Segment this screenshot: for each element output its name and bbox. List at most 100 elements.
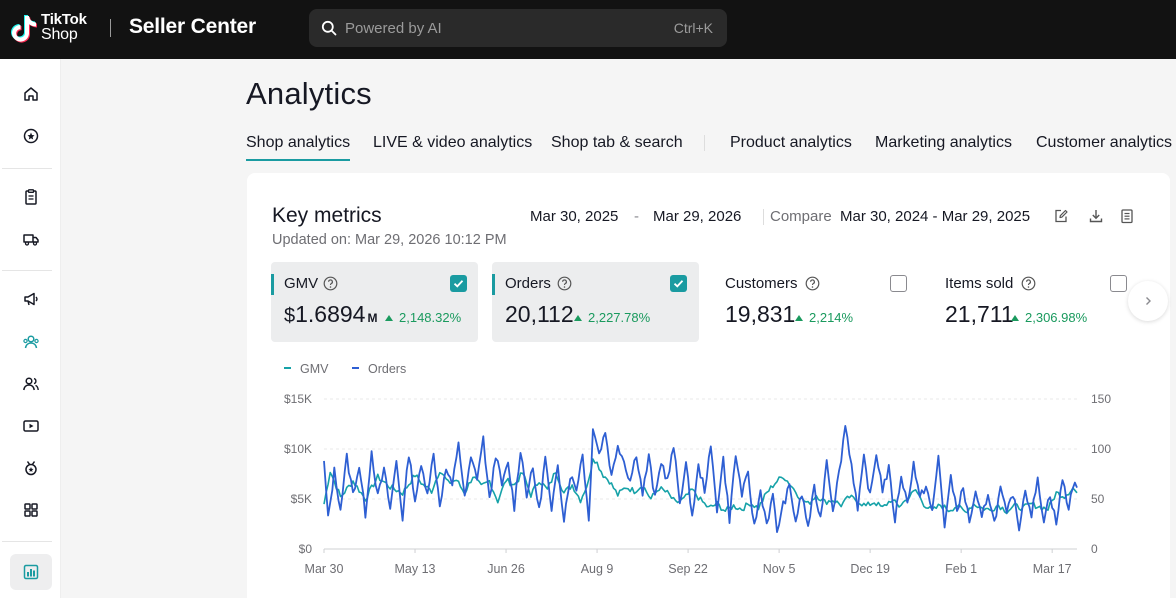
tiktok-shop-logo[interactable]: TikTok Shop	[10, 10, 100, 50]
chevron-right-icon	[1146, 297, 1151, 305]
customers-icon	[23, 377, 39, 391]
metric-checkbox[interactable]	[890, 275, 907, 292]
compare-range-picker[interactable]: Mar 30, 2024 - Mar 29, 2025	[840, 208, 1031, 225]
date-end: Mar 29, 2026	[653, 208, 742, 225]
metric-card-items-sold[interactable]: Items sold 21,711 2,306.98%	[932, 262, 1139, 342]
orders-icon	[25, 189, 37, 205]
tab-shop-analytics[interactable]: Shop analytics	[246, 134, 351, 161]
sidebar-separator	[2, 168, 52, 169]
y-tick-label-left: $5K	[291, 492, 312, 506]
x-tick-label: Mar 30	[305, 562, 344, 576]
sidebar-separator	[2, 541, 52, 542]
help-icon[interactable]	[805, 276, 820, 291]
logo-divider	[110, 19, 111, 37]
y-tick-label-right: 150	[1091, 392, 1111, 406]
help-icon[interactable]	[323, 276, 338, 291]
legend-label: Orders	[368, 362, 407, 376]
date-range-dash: -	[634, 208, 639, 225]
metric-card-customers[interactable]: Customers 19,831 2,214%	[712, 262, 919, 342]
metric-change: 2,214%	[795, 310, 853, 325]
sidebar-item-marketing[interactable]	[10, 281, 52, 317]
metric-value: 19,831	[725, 301, 795, 328]
date-start: Mar 30, 2025	[530, 208, 619, 225]
metric-checkbox[interactable]	[450, 275, 467, 292]
metric-value: 20,112	[505, 301, 574, 328]
sidebar	[0, 59, 61, 598]
legend-item-gmv[interactable]: GMV	[284, 362, 328, 376]
y-tick-label-right: 100	[1091, 442, 1111, 456]
metric-checkbox[interactable]	[1110, 275, 1127, 292]
sidebar-item-affiliate[interactable]	[10, 324, 52, 360]
y-tick-label-left: $15K	[284, 392, 312, 406]
metric-change: 2,227.78%	[574, 310, 650, 325]
search-input[interactable]	[345, 9, 645, 47]
sidebar-item-growth[interactable]	[10, 118, 52, 154]
help-icon[interactable]	[557, 276, 572, 291]
search-box[interactable]: Ctrl+K	[309, 9, 727, 47]
logo-text-line2: Shop	[41, 26, 78, 43]
marketing-icon	[24, 292, 38, 306]
tab-live-video-analytics[interactable]: LIVE & video analytics	[373, 134, 533, 151]
help-icon[interactable]	[1021, 276, 1036, 291]
x-tick-label: Mar 17	[1033, 562, 1072, 576]
edit-icon[interactable]	[1053, 208, 1069, 224]
series-line-orders	[323, 425, 1078, 534]
tab-separator	[704, 135, 705, 151]
x-tick-label: Jun 26	[487, 562, 525, 576]
x-tick-label: Dec 19	[850, 562, 890, 576]
tab-customer-analytics[interactable]: Customer analytics	[1036, 134, 1173, 151]
y-tick-label-right: 50	[1091, 492, 1105, 506]
sidebar-item-live-video[interactable]	[10, 408, 52, 444]
legend-swatch	[352, 367, 359, 369]
download-icon[interactable]	[1088, 208, 1104, 224]
metric-value: 21,711	[945, 301, 1014, 328]
analytics-icon	[23, 564, 39, 580]
apps-icon	[24, 503, 38, 517]
app-title: Seller Center	[129, 15, 256, 38]
x-tick-label: Sep 22	[668, 562, 708, 576]
key-metrics-card: Key metrics Updated on: Mar 29, 2026 10:…	[247, 173, 1170, 598]
sidebar-item-orders[interactable]	[10, 179, 52, 215]
metric-value: $1.6894 M	[284, 301, 377, 328]
sidebar-item-analytics[interactable]	[10, 554, 52, 590]
metric-label: GMV	[284, 275, 319, 292]
sidebar-item-customers[interactable]	[10, 366, 52, 402]
live-video-icon	[23, 420, 39, 432]
report-icon[interactable]	[1119, 208, 1135, 224]
key-metrics-line-chart[interactable]: $0 $5K $10K $15K 0 50 100 150 Mar 30 May 13 Jun 26…	[247, 383, 1170, 598]
logo-text: TikTok Shop	[41, 11, 87, 43]
metric-number: 21,711	[945, 301, 1014, 327]
check-icon	[673, 280, 684, 288]
metric-color-marker	[271, 274, 274, 295]
affiliate-icon	[23, 335, 39, 349]
metric-number: 1.6894	[295, 301, 366, 327]
legend-label: GMV	[300, 362, 329, 376]
metric-label: Items sold	[945, 275, 1014, 292]
metric-label: Orders	[505, 275, 551, 292]
search-shortcut-hint: Ctrl+K	[673, 20, 713, 36]
tiktok-logo-icon	[11, 15, 37, 43]
sidebar-item-apps[interactable]	[10, 492, 52, 528]
rewards-icon	[25, 461, 37, 476]
key-metrics-title: Key metrics	[272, 204, 382, 227]
logo-text-line1: TikTok	[41, 11, 87, 28]
metrics-next-button[interactable]	[1128, 281, 1168, 321]
sidebar-item-home[interactable]	[10, 76, 52, 112]
metric-card-gmv[interactable]: GMV $1.6894 M 2,148.32%	[271, 262, 478, 342]
metric-change: 2,148.32%	[385, 310, 461, 325]
metric-card-orders[interactable]: Orders 20,112 2,227.78%	[492, 262, 699, 342]
x-tick-label: Aug 9	[581, 562, 614, 576]
tab-marketing-analytics[interactable]: Marketing analytics	[875, 134, 1012, 151]
sidebar-item-shipping[interactable]	[10, 221, 52, 257]
tab-product-analytics[interactable]: Product analytics	[730, 134, 852, 151]
metric-checkbox[interactable]	[670, 275, 687, 292]
series-line-gmv	[323, 458, 1078, 515]
sidebar-item-rewards[interactable]	[10, 450, 52, 486]
legend-item-orders[interactable]: Orders	[352, 362, 406, 376]
metric-label: Customers	[725, 275, 798, 292]
tab-shop-tab-search[interactable]: Shop tab & search	[551, 134, 683, 151]
analytics-tabs: Shop analytics LIVE & video analytics Sh…	[246, 130, 1176, 162]
date-compare-divider	[763, 209, 764, 225]
top-bar: TikTok Shop Seller Center Ctrl+K	[0, 0, 1176, 59]
check-icon	[453, 280, 464, 288]
